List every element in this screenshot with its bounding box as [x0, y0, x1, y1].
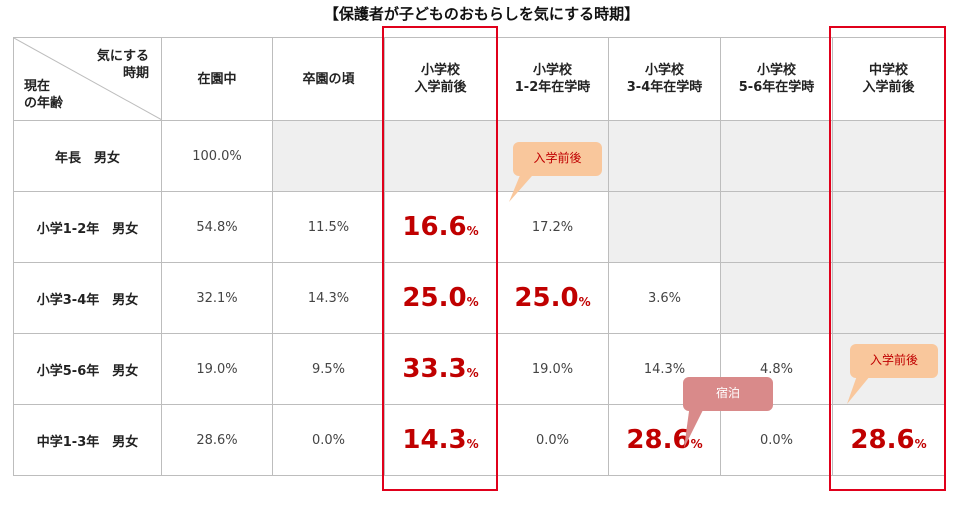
row-label: 小学1-2年 男女 — [13, 191, 162, 263]
table-cell-empty — [832, 262, 945, 334]
table-cell-empty — [832, 120, 945, 192]
table-cell: 54.8% — [161, 191, 273, 263]
table-cell-highlight: 33.3% — [384, 333, 497, 405]
highlight-frame-junior-high-entrance — [829, 26, 946, 491]
table-cell-empty — [272, 120, 385, 192]
row-label: 小学5-6年 男女 — [13, 333, 162, 405]
header-row: 気にする 時期 現在 の年齢 在園中 卒園の頃 小学校 入学前後 小学校 1-2年在学時… — [13, 37, 945, 121]
table-cell: 0.0% — [496, 404, 609, 476]
corner-top-label: 気にする 時期 — [96, 49, 149, 81]
table-cell: 0.0% — [720, 404, 833, 476]
table-cell: 9.5% — [272, 333, 385, 405]
table-cell: 3.6% — [608, 262, 721, 334]
col-header: 小学校 1-2年在学時 — [496, 37, 609, 121]
table-cell-highlight: 25.0% — [496, 262, 609, 334]
table-cell: 32.1% — [161, 262, 273, 334]
row-label: 小学3-4年 男女 — [13, 262, 162, 334]
table-cell: 19.0% — [496, 333, 609, 405]
row-label: 中学1-3年 男女 — [13, 404, 162, 476]
table-cell: 0.0% — [272, 404, 385, 476]
callout-entrance-1: 入学前後 — [513, 142, 602, 176]
table-cell: 28.6% — [161, 404, 273, 476]
corner-diagonal — [14, 38, 162, 120]
callout-overnight: 宿泊 — [683, 377, 773, 411]
table-cell-highlight: 28.6% — [832, 404, 945, 476]
corner-cell: 気にする 時期 現在 の年齢 — [13, 37, 162, 121]
callout-tail — [509, 168, 539, 202]
callout-tail — [847, 370, 875, 404]
corner-left-label: 現在 の年齢 — [24, 79, 64, 111]
page-title: 【保護者が子どものおもらしを気にする時期】 — [323, 5, 640, 23]
table-cell-highlight: 16.6% — [384, 191, 497, 263]
table-cell: 11.5% — [272, 191, 385, 263]
table-cell-highlight: 25.0% — [384, 262, 497, 334]
table-row: 小学3-4年 男女 32.1% 14.3% 25.0% 25.0% 3.6% — [13, 262, 945, 334]
table-cell-empty — [608, 120, 721, 192]
table-cell: 100.0% — [161, 120, 273, 192]
table-cell-empty — [384, 120, 497, 192]
table-cell-highlight: 28.6% — [608, 404, 721, 476]
table-cell-empty — [608, 191, 721, 263]
col-header: 小学校 5-6年在学時 — [720, 37, 833, 121]
table-cell-empty — [832, 191, 945, 263]
table-cell: 14.3% — [272, 262, 385, 334]
callout-tail — [684, 404, 706, 448]
table-cell: 19.0% — [161, 333, 273, 405]
row-label: 年長 男女 — [13, 120, 162, 192]
callout-entrance-2: 入学前後 — [850, 344, 938, 378]
table-cell-empty — [720, 120, 833, 192]
table-cell-highlight: 14.3% — [384, 404, 497, 476]
col-header: 卒園の頃 — [272, 37, 385, 121]
col-header: 小学校 3-4年在学時 — [608, 37, 721, 121]
table-cell-empty — [720, 191, 833, 263]
highlight-frame-elementary-entrance — [382, 26, 498, 491]
table-cell-empty — [720, 262, 833, 334]
table-row: 中学1-3年 男女 28.6% 0.0% 14.3% 0.0% 28.6% 0.… — [13, 404, 945, 476]
col-header: 在園中 — [161, 37, 273, 121]
col-header: 中学校 入学前後 — [832, 37, 945, 121]
